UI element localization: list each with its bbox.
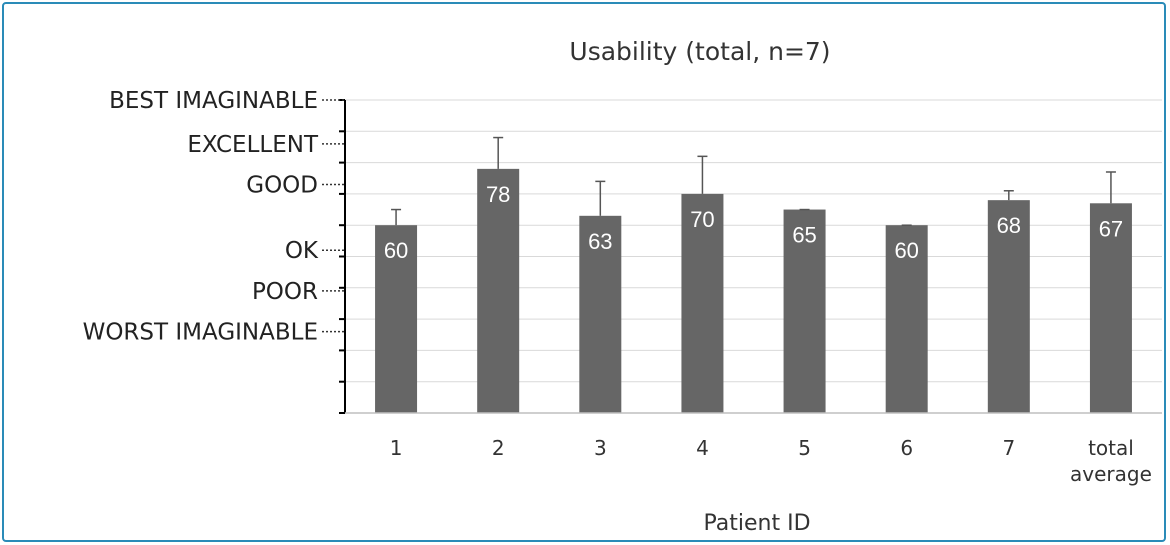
data-label: 70 [690,207,714,232]
rating-label: OK [285,238,319,264]
bar [681,193,724,413]
x-tick-label: 2 [492,436,505,460]
rating-label: EXCELLENT [187,132,319,158]
y-axis: BEST IMAGINABLE EXCELLENT GOOD OK POOR WORST … [83,88,346,414]
chart-title: Usability (total, n=7) [569,37,830,66]
bar [477,168,520,413]
x-axis-title: Patient ID [703,511,810,536]
x-tick-label: total [1088,436,1134,460]
data-label: 60 [894,238,918,263]
rating-label: POOR [252,279,318,305]
rating-label: WORST IMAGINABLE [83,320,318,346]
x-tick-label: 7 [1002,436,1015,460]
gridlines [345,99,1162,383]
data-label: 60 [384,238,408,263]
rating-label: BEST IMAGINABLE [109,88,318,114]
data-label: 78 [486,182,510,207]
bar [885,225,928,413]
bar [987,200,1030,413]
data-label: 68 [997,213,1021,238]
data-label: 65 [792,223,816,248]
x-tick-label: average [1070,462,1152,486]
bar [783,209,826,413]
x-tick-label: 5 [798,436,811,460]
data-label: 67 [1099,216,1123,241]
x-tick-label: 1 [390,436,403,460]
bar [1089,203,1132,413]
x-tick-label: 3 [594,436,607,460]
rating-label: GOOD [246,173,318,199]
bars: 60 78 63 70 65 60 68 67 [375,136,1132,413]
x-tick-label: 4 [696,436,709,460]
data-label: 63 [588,229,612,254]
bar [375,225,418,413]
bar [579,215,622,413]
x-tick-label: 6 [900,436,913,460]
